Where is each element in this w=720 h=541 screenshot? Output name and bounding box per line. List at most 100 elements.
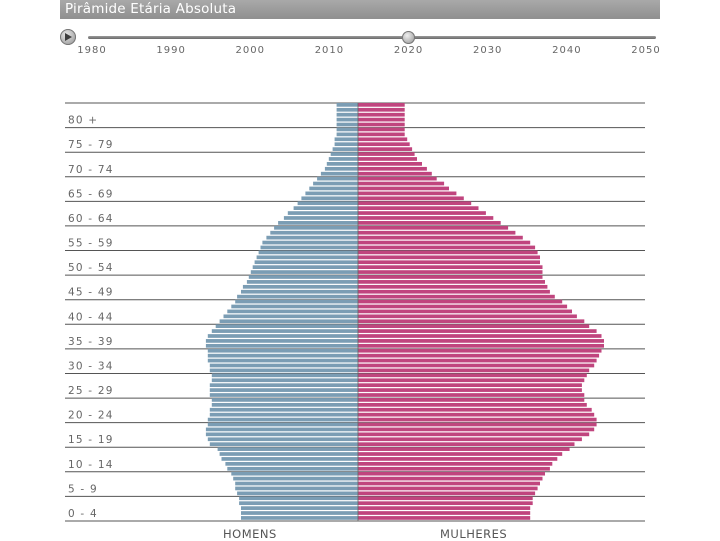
bar-men [301, 196, 358, 201]
bar-men [221, 457, 358, 461]
bar-men [241, 511, 358, 515]
bar-men [293, 206, 358, 210]
bar-men [235, 481, 358, 486]
bar-women [358, 304, 568, 309]
series-label-men: HOMENS [223, 527, 277, 541]
bar-men [246, 280, 358, 284]
bar-women [358, 457, 558, 461]
bar-men [207, 358, 358, 363]
bar-men [336, 122, 358, 127]
bar-women [358, 211, 486, 215]
bar-men [248, 275, 358, 279]
bar-women [358, 422, 597, 427]
bar-women [358, 142, 410, 147]
play-button[interactable] [60, 29, 76, 45]
bar-men [334, 137, 358, 142]
age-group-label: 15 - 19 [68, 434, 114, 446]
bar-women [358, 471, 545, 476]
bar-women [358, 206, 479, 210]
bar-women [358, 339, 604, 343]
bar-men [209, 393, 358, 397]
bar-men [205, 432, 358, 437]
bar-women [358, 201, 472, 206]
play-icon [65, 33, 72, 41]
bar-women [358, 284, 548, 289]
bar-men [207, 334, 358, 338]
age-group-label: 55 - 59 [68, 238, 114, 250]
bar-women [358, 417, 597, 422]
bar-women [358, 309, 572, 314]
bar-men [258, 250, 359, 255]
bar-men [209, 388, 358, 392]
year-slider-ticks: 1980 1990 2000 2010 2020 2030 2040 2050 [0, 45, 720, 61]
bar-men [305, 191, 359, 196]
bar-women [358, 176, 437, 181]
bar-men [326, 162, 358, 166]
year-tick-label: 2030 [472, 45, 503, 56]
year-tick-label: 2050 [631, 45, 661, 56]
bar-women [358, 343, 604, 348]
bar-men [239, 501, 359, 506]
bar-men [250, 270, 359, 274]
year-slider-track[interactable] [88, 36, 656, 39]
bar-men [235, 299, 358, 304]
bar-women [358, 324, 590, 329]
bar-men [209, 363, 358, 368]
bar-men [260, 245, 358, 250]
year-slider-thumb[interactable] [402, 31, 416, 44]
bar-women [358, 294, 555, 299]
age-group-label: 0 - 4 [68, 508, 98, 520]
bar-women [358, 363, 595, 368]
bar-women [358, 373, 587, 378]
year-tick-label: 1990 [156, 45, 186, 56]
bar-women [358, 275, 543, 279]
bar-men [211, 398, 359, 402]
bar-men [209, 442, 358, 447]
bar-men [324, 166, 359, 171]
bar-men [241, 289, 358, 294]
bar-women [358, 225, 509, 230]
bar-men [207, 422, 358, 427]
bar-women [358, 383, 582, 388]
bar-women [358, 334, 602, 338]
bar-women [358, 166, 427, 171]
age-group-label: 65 - 69 [68, 188, 114, 200]
bar-men [336, 127, 358, 132]
bar-women [358, 186, 449, 191]
bar-men [209, 407, 358, 412]
bar-men [336, 103, 358, 107]
bar-women [358, 506, 531, 510]
bar-women [358, 107, 405, 112]
age-group-label: 40 - 44 [68, 311, 114, 323]
bar-men [313, 181, 358, 186]
bar-women [358, 466, 550, 471]
bar-women [358, 221, 501, 225]
year-tick-label: 1980 [77, 45, 107, 56]
bar-men [252, 265, 358, 269]
bar-men [231, 304, 359, 309]
bar-women [358, 250, 538, 255]
bar-men [270, 230, 359, 235]
bar-men [223, 314, 358, 319]
bar-women [358, 368, 590, 373]
bar-men [211, 373, 359, 378]
bar-women [358, 452, 563, 456]
bar-men [207, 417, 358, 422]
bar-women [358, 112, 405, 117]
bar-men [242, 284, 358, 289]
bar-men [330, 152, 358, 156]
bar-women [358, 447, 570, 451]
bar-men [233, 476, 358, 481]
bar-women [358, 235, 523, 240]
bar-women [358, 407, 592, 412]
age-group-label: 20 - 24 [68, 410, 114, 422]
bar-men [317, 176, 358, 181]
age-group-label: 35 - 39 [68, 336, 114, 348]
bar-women [358, 442, 575, 447]
bar-men [241, 516, 358, 520]
bar-women [358, 314, 577, 319]
bar-women [358, 171, 432, 176]
bar-men [217, 447, 358, 451]
bar-men [227, 309, 358, 314]
